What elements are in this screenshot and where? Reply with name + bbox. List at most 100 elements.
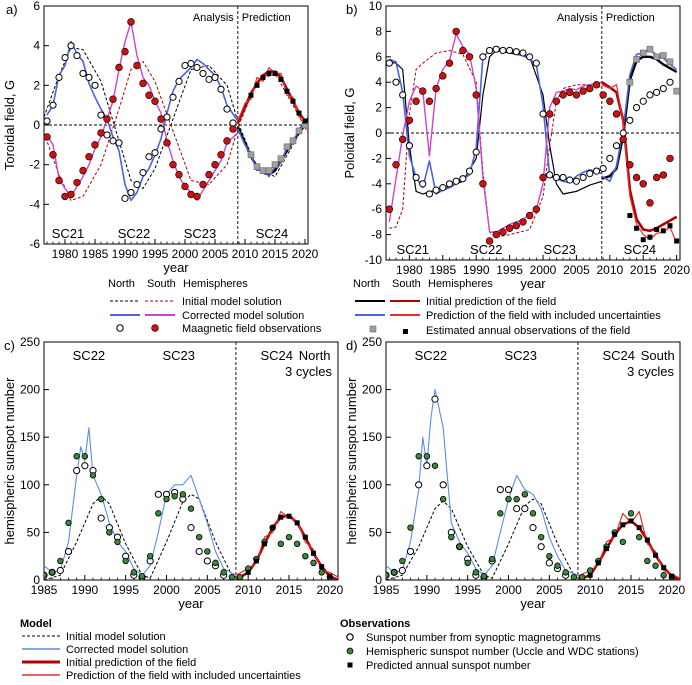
marker-a-north-observations [223, 105, 231, 113]
marker-b-north-estimated-annual [633, 56, 640, 63]
marker-b-north-estimated-annual [626, 78, 634, 86]
y-tick-label-a-6: 6 [33, 0, 40, 13]
marker-d-hemispheric-sunspot-number-uccle-and-wdc-stations [415, 453, 422, 460]
marker-a-south-observations [91, 141, 99, 149]
marker-a-south-estimated-annual [284, 88, 290, 94]
marker-a-south-observations [67, 190, 75, 199]
marker-d-hemispheric-sunspot-number-uccle-and-wdc-stations [635, 533, 643, 541]
marker-b-south-observations [532, 205, 541, 213]
marker-b-south-estimated-annual [647, 234, 653, 240]
marker-a-north-observations [217, 85, 225, 93]
marker-b-south-observations [465, 53, 474, 61]
marker-a-north-observations [211, 73, 219, 82]
marker-d-hemispheric-sunspot-number-uccle-and-wdc-stations [505, 495, 512, 503]
x-tick-label-a-2010: 2010 [232, 247, 259, 261]
marker-a-north-estimated-annual [247, 151, 255, 158]
marker-c-hemispheric-sunspot-number-uccle-and-wdc-stations [220, 569, 227, 576]
panel-b-poloidal: 1980 1985 1990 1995 2000 2005 2010 2015 2020-10-… [342, 0, 690, 291]
marker-a-north-observations [205, 75, 213, 83]
marker-b-north-observations [579, 173, 587, 182]
marker-b-north-estimated-annual [653, 53, 660, 61]
marker-a-south-observations [169, 160, 177, 169]
marker-c-hemispheric-sunspot-number-uccle-and-wdc-stations [97, 495, 105, 503]
marker-b-south-observations [399, 135, 407, 144]
marker-d-hemispheric-sunspot-number-uccle-and-wdc-stations [456, 543, 463, 550]
plot-area-d [386, 389, 680, 580]
marker-a-south-estimated-annual [266, 70, 272, 76]
marker-c-predicted-annual-sunspot-number [302, 534, 308, 540]
marker-d-hemispheric-sunspot-number-uccle-and-wdc-stations [423, 453, 431, 460]
marker-a-south-estimated-annual [272, 70, 278, 76]
marker-c-hemispheric-sunspot-number-uccle-and-wdc-stations [277, 540, 285, 548]
x-tick-label-a-1990: 1990 [112, 247, 139, 261]
y-tick-label-d-100: 100 [362, 478, 382, 492]
legend-prediction-uncertainties: Prediction of the field with included un… [426, 310, 661, 322]
marker-d-hemispheric-sunspot-number-uccle-and-wdc-stations [390, 569, 398, 576]
marker-c-hemispheric-sunspot-number-uccle-and-wdc-stations [302, 553, 309, 560]
y-tick-label-a--6: -6 [29, 237, 40, 251]
panel-c-sunspot-north: 1985 1990 1995 2000 2005 2010 2015 2020 0 50 100 15… [2, 335, 344, 611]
marker-a-north-observations [163, 113, 171, 121]
marker-b-south-observations [599, 91, 607, 99]
marker-c-predicted-annual-sunspot-number [311, 550, 316, 556]
marker-a-north-observations [193, 63, 201, 72]
x-tick-label-a-1985: 1985 [82, 247, 109, 261]
marker-a-south-observations [133, 61, 141, 70]
marker-b-north-observations [386, 59, 393, 67]
marker-d-predicted-annual-sunspot-number [620, 522, 626, 528]
cycle-label-c-sc22: SC22 [73, 348, 106, 363]
series-b-north-prediction-with-uncertainties [601, 48, 678, 183]
y-tick-label-c-50: 50 [27, 525, 41, 539]
legend-north-header: North [108, 278, 135, 290]
x-tick-label-b-2015: 2015 [630, 263, 657, 277]
legend-obs-title: Observations [340, 618, 410, 630]
marker-c-hemispheric-sunspot-number-uccle-and-wdc-stations [65, 519, 72, 527]
marker-b-south-estimated-annual [634, 225, 640, 231]
legend-observations: Maagnetic field observations [182, 323, 322, 335]
x-tick-label-d-2000: 2000 [495, 583, 522, 597]
marker-b-north-observations [439, 184, 447, 192]
legend-initial-prediction: Initial prediction of the field [426, 296, 556, 308]
marker-b-south-observations [552, 97, 561, 105]
cycle-label-b-sc24: SC24 [624, 242, 657, 257]
marker-a-north-estimated-annual [253, 163, 261, 170]
marker-b-south-observations [439, 72, 447, 80]
x-tick-label-b-2020: 2020 [663, 263, 690, 277]
marker-a-south-observations [181, 182, 189, 191]
marker-b-north-estimated-annual [666, 58, 674, 66]
marker-b-north-observations [572, 177, 581, 185]
y-tick-label-c-100: 100 [20, 478, 40, 492]
marker-d-hemispheric-sunspot-number-uccle-and-wdc-stations [480, 572, 488, 580]
plot-area-b [386, 27, 680, 245]
marker-b-south-observations [659, 171, 667, 179]
marker-b-south-observations [539, 173, 547, 182]
cycle-label-b-sc21: SC21 [396, 242, 429, 257]
marker-c-predicted-annual-sunspot-number [245, 569, 251, 575]
marker-a-north-observations [115, 139, 123, 147]
marker-b-north-observations [666, 78, 674, 86]
legend-south-estimated-marker [403, 329, 408, 334]
legend-corrected-model: Corrected model solution [182, 310, 304, 322]
marker-d-predicted-annual-sunspot-number [604, 546, 609, 552]
series-d-corrected-model-solution [386, 389, 579, 576]
y-tick-label-a-4: 4 [33, 39, 40, 53]
marker-a-north-observations [67, 42, 75, 50]
marker-b-south-observations [386, 205, 394, 213]
x-tick-label-b-2010: 2010 [596, 263, 623, 277]
marker-a-north-estimated-annual [277, 155, 285, 162]
marker-b-north-observations [432, 186, 440, 194]
marker-b-north-estimated-annual [673, 87, 680, 95]
marker-b-south-observations [459, 46, 467, 55]
legend-south-obs-marker [151, 324, 159, 332]
series-d-initial-model-solution [386, 498, 587, 580]
panel-label-a: a) [6, 2, 18, 17]
cycle-label-b-sc23: SC23 [543, 242, 576, 257]
marker-d-predicted-annual-sunspot-number [595, 560, 601, 566]
marker-c-sunspot-number-from-synoptic-magnetogramms [73, 466, 81, 475]
legend-model-title: Model [20, 618, 52, 630]
legend-south-header-b: South [392, 278, 421, 290]
y-tick-label-b-10: 10 [369, 0, 383, 13]
x-tick-label-b-2005: 2005 [563, 263, 590, 277]
y-tick-label-b-4: 4 [375, 75, 382, 89]
marker-d-predicted-annual-sunspot-number [628, 518, 634, 524]
